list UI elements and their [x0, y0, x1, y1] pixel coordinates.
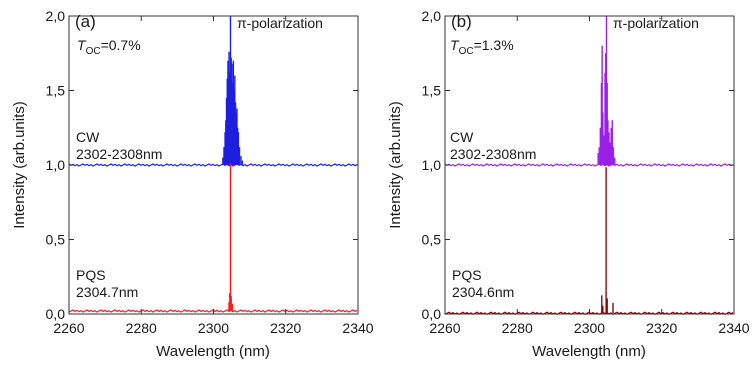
y-tick-label: 2,0 — [46, 8, 66, 24]
x-tick-label: 2300 — [574, 320, 605, 336]
x-tick-label: 2320 — [270, 320, 301, 336]
pqs-label: PQS — [452, 267, 482, 283]
toc-symbol: T — [450, 37, 460, 53]
y-tick-label: 0,5 — [46, 232, 66, 248]
y-tick-label: 1,0 — [422, 157, 442, 173]
x-tick-label: 2300 — [198, 320, 229, 336]
x-tick-label: 2320 — [646, 320, 677, 336]
pqs-range-label: 2304.7nm — [76, 284, 138, 300]
panel-label: (a) — [75, 12, 96, 31]
toc-label: TOC=0.7% — [77, 37, 141, 57]
y-tick-label: 1,0 — [46, 157, 66, 173]
x-tick-label: 2280 — [126, 320, 157, 336]
pqs-label: PQS — [76, 267, 106, 283]
y-tick-label: 1,5 — [422, 83, 442, 99]
x-tick-label: 2260 — [53, 320, 84, 336]
toc-value: =0.7% — [101, 37, 141, 53]
y-axis-label: Intensity (arb.units) — [11, 101, 28, 229]
cw-label: CW — [450, 129, 474, 145]
cw-range-label: 2302-2308nm — [76, 146, 162, 162]
cw-label: CW — [76, 129, 100, 145]
baseline-trace — [68, 163, 358, 167]
baseline-trace — [444, 163, 734, 167]
polarization-label: π-polarization — [613, 15, 699, 31]
toc-subscript: OC — [86, 46, 101, 57]
toc-symbol: T — [77, 37, 87, 53]
toc-subscript: OC — [459, 46, 474, 57]
cw-range-label: 2302-2308nm — [450, 146, 536, 162]
y-tick-label: 1,5 — [46, 83, 66, 99]
polarization-label: π-polarization — [237, 15, 323, 31]
x-axis-label: Wavelength (nm) — [532, 343, 646, 360]
series-cw — [444, 16, 734, 167]
x-tick-label: 2260 — [429, 320, 460, 336]
panel-label: (b) — [451, 12, 472, 31]
x-tick-label: 2340 — [718, 320, 749, 336]
y-tick-label: 0,0 — [422, 306, 442, 322]
toc-label: TOC=1.3% — [450, 37, 514, 57]
y-tick-label: 2,0 — [422, 8, 442, 24]
y-tick-label: 0,5 — [422, 232, 442, 248]
x-tick-label: 2340 — [342, 320, 373, 336]
x-tick-label: 2280 — [502, 320, 533, 336]
y-tick-label: 0,0 — [46, 306, 66, 322]
pqs-range-label: 2304.6nm — [452, 284, 514, 300]
series-cw — [68, 16, 358, 167]
y-axis-label: Intensity (arb.units) — [387, 101, 404, 229]
x-axis-label: Wavelength (nm) — [156, 343, 270, 360]
toc-value: =1.3% — [474, 37, 514, 53]
